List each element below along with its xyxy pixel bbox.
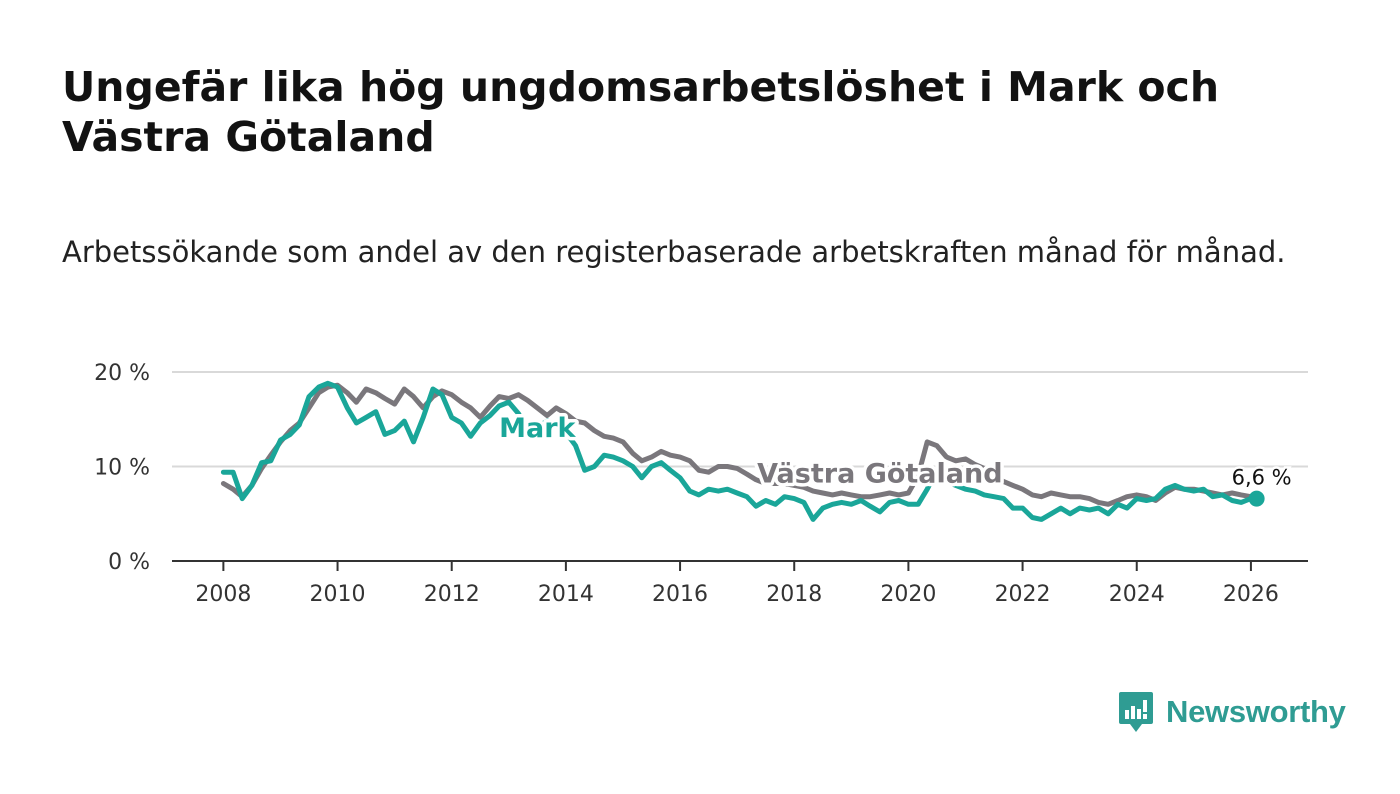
series-annotations: Mark Västra Götaland: [496, 410, 1006, 493]
chart-subtitle: Arbetssökande som andel av den registerb…: [62, 235, 1286, 269]
x-tick-label: 2010: [310, 582, 366, 607]
x-tick-label: 2018: [766, 582, 822, 607]
x-tick-label: 2008: [195, 582, 251, 607]
series-lines: [220, 380, 1260, 522]
newsworthy-logo-icon: [1119, 692, 1153, 732]
y-axis-ticks: 0 % 10 % 20 %: [94, 361, 150, 575]
brand-name: Newsworthy: [1166, 694, 1346, 729]
x-tick-label: 2024: [1109, 582, 1165, 607]
end-marker: 6,6 %: [1229, 463, 1294, 507]
series-line-v-stra-g-taland: [220, 382, 1260, 507]
x-tick-label: 2014: [538, 582, 594, 607]
chart-title: Ungefär lika hög ungdomsarbetslöshet i M…: [62, 63, 1220, 161]
x-tick-label: 2020: [880, 582, 936, 607]
y-tick-label: 0 %: [108, 550, 150, 575]
annotation-v-stra-g-taland: Västra Götaland: [757, 459, 1002, 490]
y-tick-label: 20 %: [94, 361, 150, 386]
gridlines: [172, 371, 1308, 468]
annotation-mark: Mark: [499, 413, 576, 444]
x-tick-label: 2022: [995, 582, 1051, 607]
y-tick-label: 10 %: [94, 456, 150, 481]
end-value-label: 6,6 %: [1232, 466, 1292, 490]
series-line-mark: [220, 380, 1260, 522]
x-tick-label: 2026: [1223, 582, 1279, 607]
x-tick-label: 2016: [652, 582, 708, 607]
x-tick-label: 2012: [424, 582, 480, 607]
newsworthy-logo: Newsworthy: [1118, 690, 1346, 734]
end-point-dot: [1248, 490, 1265, 507]
x-axis-ticks: 2008 2010 2012 2014 2016 2018 2020 2022 2024 2026: [195, 561, 1279, 607]
